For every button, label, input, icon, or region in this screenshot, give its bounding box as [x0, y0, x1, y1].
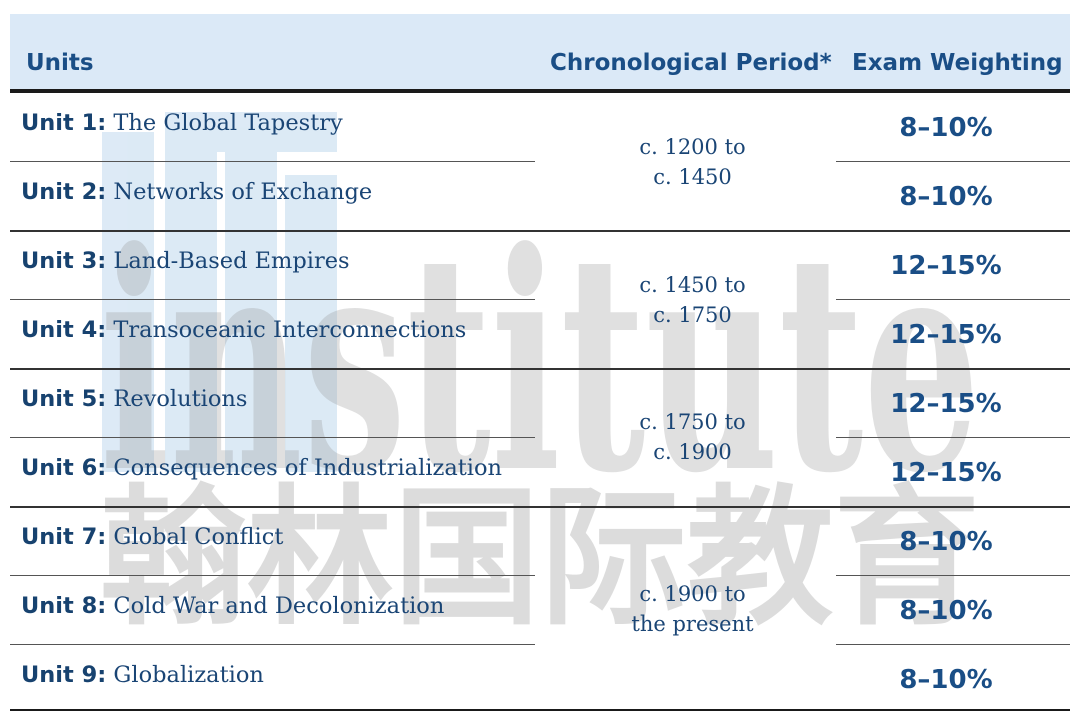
table-row: Unit 7: Global Conflict 8–10% [10, 507, 1070, 576]
group-divider [10, 506, 1070, 508]
period-start: c. 1450 to [639, 273, 746, 297]
group-divider [10, 230, 1070, 232]
unit-label: Unit 2: Networks of Exchange [21, 179, 372, 205]
unit-number: Unit 3: [21, 248, 107, 274]
exam-weighting: 12–15% [890, 389, 1002, 419]
period-start: c. 1200 to [639, 135, 746, 159]
table-row: Unit 9: Globalization 8–10% [10, 645, 1070, 714]
table-body: Unit 1: The Global Tapestry 8–10% Unit 2… [10, 93, 1070, 711]
row-divider [10, 575, 535, 576]
exam-weighting: 8–10% [899, 596, 993, 626]
period-cell: c. 1200 to c. 1450 [540, 132, 845, 192]
unit-number: Unit 2: [21, 179, 107, 205]
row-divider [836, 644, 1070, 645]
exam-weighting: 8–10% [899, 182, 993, 212]
unit-number: Unit 6: [21, 455, 107, 481]
unit-title: Consequences of Industrialization [113, 455, 503, 481]
period-cell: c. 1900 to the present [540, 579, 845, 639]
unit-number: Unit 5: [21, 386, 107, 412]
exam-weighting: 12–15% [890, 251, 1002, 281]
unit-title: Cold War and Decolonization [113, 593, 445, 619]
table-row: Unit 5: Revolutions 12–15% [10, 369, 1070, 438]
exam-weighting: 8–10% [899, 527, 993, 557]
period-end: c. 1450 [653, 165, 732, 189]
unit-title: Land-Based Empires [113, 248, 350, 274]
exam-weighting: 12–15% [890, 458, 1002, 488]
row-divider [836, 299, 1070, 300]
unit-label: Unit 5: Revolutions [21, 386, 247, 412]
unit-label: Unit 3: Land-Based Empires [21, 248, 350, 274]
table-row: Unit 1: The Global Tapestry 8–10% [10, 93, 1070, 162]
unit-label: Unit 1: The Global Tapestry [21, 110, 343, 136]
group-divider [10, 368, 1070, 370]
table-bottom-border [10, 709, 1070, 711]
table-row: Unit 2: Networks of Exchange 8–10% [10, 162, 1070, 231]
exam-weighting: 8–10% [899, 113, 993, 143]
period-start: c. 1750 to [639, 410, 746, 434]
unit-title: Transoceanic Interconnections [113, 317, 467, 343]
unit-label: Unit 9: Globalization [21, 662, 264, 688]
row-divider [10, 644, 535, 645]
row-divider [10, 437, 535, 438]
row-divider [836, 575, 1070, 576]
table-row: Unit 4: Transoceanic Interconnections 12… [10, 300, 1070, 369]
unit-number: Unit 9: [21, 662, 107, 688]
period-end: the present [631, 612, 754, 636]
units-table: Units Chronological Period* Exam Weighti… [10, 14, 1070, 711]
unit-label: Unit 4: Transoceanic Interconnections [21, 317, 466, 343]
row-divider [836, 161, 1070, 162]
header-weighting: Exam Weighting [852, 50, 1063, 76]
exam-weighting: 12–15% [890, 320, 1002, 350]
period-end: c. 1900 [653, 440, 732, 464]
unit-number: Unit 1: [21, 110, 107, 136]
table-header: Units Chronological Period* Exam Weighti… [10, 14, 1070, 93]
table-row: Unit 3: Land-Based Empires 12–15% [10, 231, 1070, 300]
period-end: c. 1750 [653, 303, 732, 327]
period-start: c. 1900 to [639, 582, 746, 606]
unit-number: Unit 4: [21, 317, 107, 343]
row-divider [10, 299, 535, 300]
unit-title: Global Conflict [113, 524, 284, 550]
unit-label: Unit 6: Consequences of Industrializatio… [21, 455, 502, 481]
unit-title: Globalization [113, 662, 264, 688]
table-row: Unit 6: Consequences of Industrializatio… [10, 438, 1070, 507]
unit-label: Unit 8: Cold War and Decolonization [21, 593, 444, 619]
unit-label: Unit 7: Global Conflict [21, 524, 283, 550]
unit-title: Revolutions [113, 386, 248, 412]
row-divider [10, 161, 535, 162]
unit-title: Networks of Exchange [113, 179, 373, 205]
period-cell: c. 1450 to c. 1750 [540, 270, 845, 330]
header-units: Units [26, 50, 94, 76]
period-cell: c. 1750 to c. 1900 [540, 407, 845, 467]
header-period: Chronological Period* [550, 50, 832, 76]
unit-number: Unit 7: [21, 524, 107, 550]
unit-number: Unit 8: [21, 593, 107, 619]
row-divider [836, 437, 1070, 438]
table-row: Unit 8: Cold War and Decolonization 8–10… [10, 576, 1070, 645]
unit-title: The Global Tapestry [113, 110, 343, 136]
exam-weighting: 8–10% [899, 665, 993, 695]
